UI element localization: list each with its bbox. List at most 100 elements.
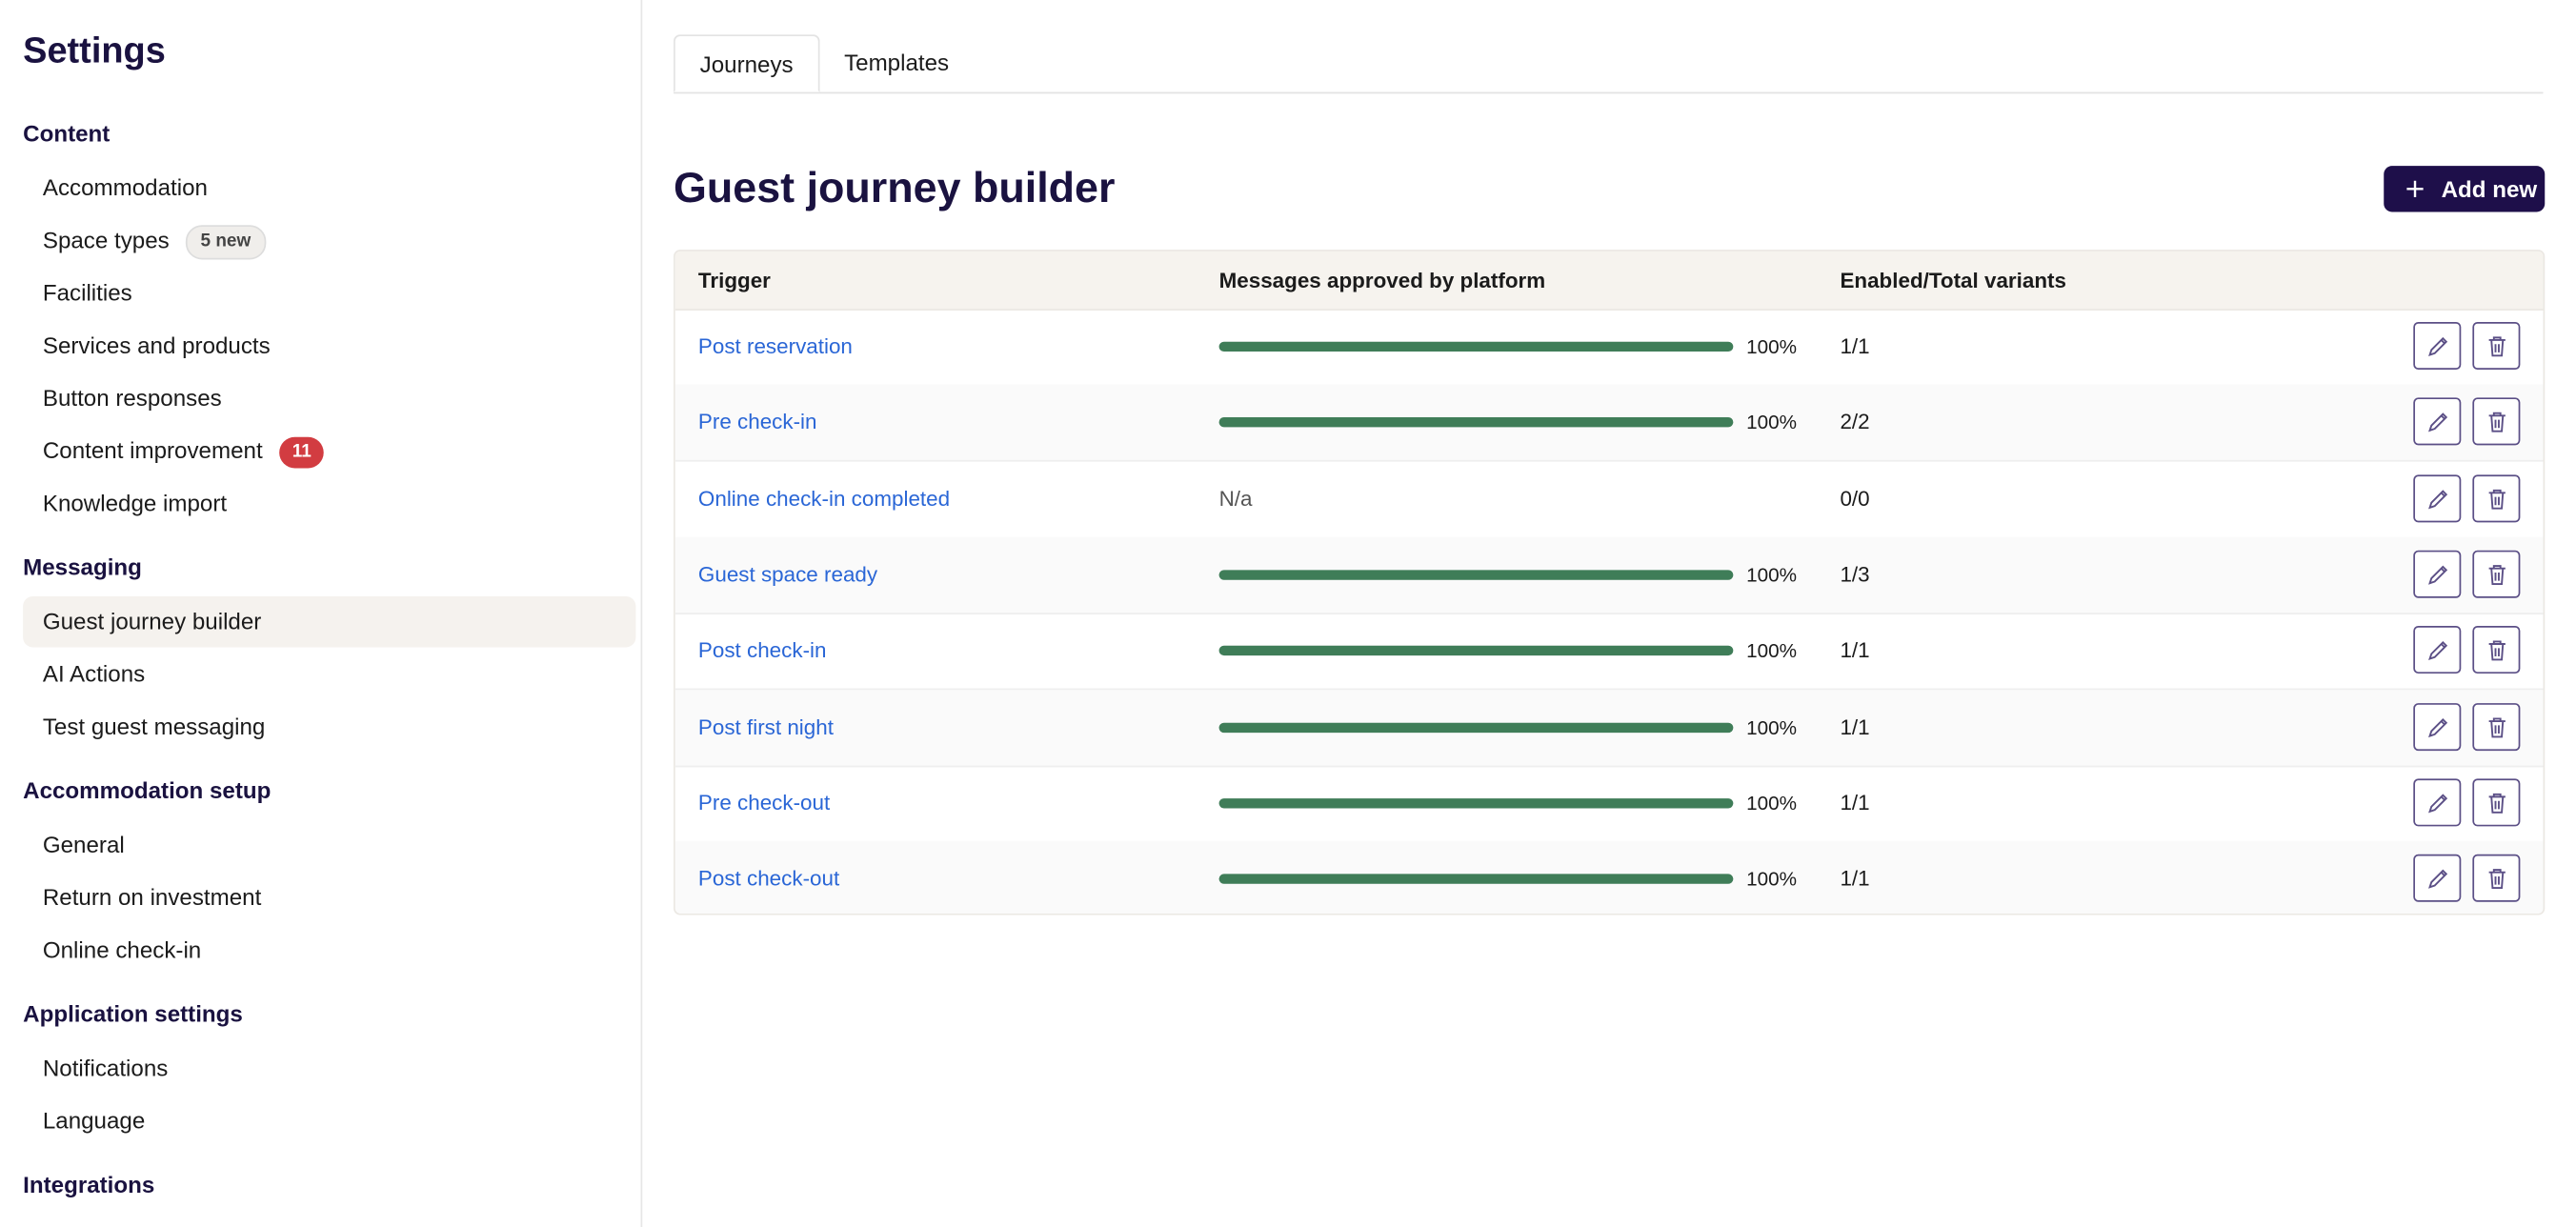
trigger-link[interactable]: Post first night: [697, 714, 834, 739]
nav-item[interactable]: Facilities: [23, 268, 635, 318]
trigger-link[interactable]: Post check-in: [697, 637, 827, 663]
table-row: Online check-in completed N/a 0/0: [674, 461, 2544, 538]
tab[interactable]: Journeys: [674, 34, 820, 92]
progress-track: [1218, 417, 1734, 428]
nav-item[interactable]: Accommodation: [23, 163, 635, 213]
nav-badge: 11: [278, 436, 325, 469]
nav-label: Language: [42, 1107, 146, 1134]
delete-button[interactable]: [2472, 473, 2521, 522]
nav-label: Test guest messaging: [42, 713, 266, 740]
nav-label: Return on investment: [42, 883, 262, 911]
edit-button[interactable]: [2413, 854, 2462, 902]
variants: 1/1: [1840, 333, 1870, 358]
nav-item[interactable]: Button responses: [23, 372, 635, 423]
variants: 1/1: [1840, 637, 1870, 663]
nav-label: Content improvement: [42, 436, 263, 464]
variants: 1/3: [1840, 561, 1870, 587]
percent-label: 100%: [1746, 334, 1798, 358]
edit-button[interactable]: [2413, 702, 2462, 751]
nav-item[interactable]: Online check-in: [23, 925, 635, 976]
table-row: Guest space ready 100% 1/3: [674, 536, 2544, 614]
nav-label: General: [42, 831, 125, 858]
percent-label: 100%: [1746, 563, 1798, 587]
delete-button[interactable]: [2472, 322, 2521, 371]
edit-button[interactable]: [2413, 322, 2462, 371]
nav-item[interactable]: Services and products: [23, 320, 635, 371]
progress-track: [1218, 646, 1734, 656]
edit-button[interactable]: [2413, 778, 2462, 827]
delete-button[interactable]: [2472, 397, 2521, 446]
table-row: Post check-in 100% 1/1: [674, 614, 2544, 691]
trigger-link[interactable]: Online check-in completed: [697, 485, 951, 511]
add-new-button[interactable]: Add new: [2384, 166, 2546, 212]
nav-badge: 5 new: [185, 224, 266, 260]
tab[interactable]: Templates: [844, 49, 950, 76]
nav-item[interactable]: Guest journey builder: [23, 595, 636, 648]
nav-label: Knowledge import: [42, 489, 228, 516]
nav-item[interactable]: Return on investment: [23, 873, 635, 923]
nav-label: Button responses: [42, 384, 222, 412]
progress-track: [1218, 721, 1734, 733]
percent-label: 100%: [1746, 639, 1798, 663]
delete-button[interactable]: [2472, 702, 2521, 751]
percent-label: 100%: [1746, 791, 1798, 815]
table-row: Pre check-out 100% 1/1: [674, 765, 2544, 843]
nav-item[interactable]: General: [23, 820, 635, 871]
trigger-link[interactable]: Pre check-in: [697, 409, 817, 434]
progress-bar: [1218, 874, 1734, 884]
edit-button[interactable]: [2413, 473, 2462, 522]
trigger-link[interactable]: Post check-out: [697, 865, 840, 891]
nav-item[interactable]: AI Actions: [23, 649, 635, 699]
section-heading: Messaging: [23, 553, 142, 580]
progress-track: [1218, 874, 1734, 884]
progress-bar: [1218, 417, 1734, 428]
nav-item[interactable]: Language: [23, 1096, 635, 1146]
edit-button[interactable]: [2413, 550, 2462, 598]
progress-track: [1218, 341, 1734, 352]
trigger-link[interactable]: Guest space ready: [697, 561, 878, 587]
progress-track: [1218, 570, 1734, 580]
progress-track: [1218, 797, 1734, 809]
progress-bar: [1218, 797, 1734, 809]
sidebar-title: Settings: [23, 30, 166, 71]
progress-bar: [1218, 341, 1734, 352]
column-header: Messages approved by platform: [1218, 268, 1546, 292]
delete-button[interactable]: [2472, 550, 2521, 598]
edit-button[interactable]: [2413, 626, 2462, 674]
section-heading: Content: [23, 119, 111, 147]
column-header: Enabled/Total variants: [1840, 268, 2066, 292]
table-row: Post reservation 100% 1/1: [674, 309, 2544, 387]
nav-label: Space types: [42, 226, 170, 253]
delete-button[interactable]: [2472, 854, 2521, 902]
journey-table: Trigger Messages approved by platform Enab…: [674, 250, 2546, 915]
progress-bar: [1218, 646, 1734, 656]
nav-label: Services and products: [42, 332, 271, 358]
delete-button[interactable]: [2472, 778, 2521, 827]
percent-label: 100%: [1746, 867, 1798, 891]
nav-item[interactable]: Notifications: [23, 1043, 635, 1094]
table-header: Trigger Messages approved by platform Enab…: [674, 251, 2544, 311]
nav-item[interactable]: Content improvement 11: [23, 426, 635, 476]
section-heading: Accommodation setup: [23, 776, 272, 804]
nav-item[interactable]: Space types 5 new: [23, 215, 635, 266]
table-row: Post check-out 100% 1/1: [674, 841, 2544, 914]
table-row: Pre check-in 100% 2/2: [674, 385, 2544, 463]
section-heading: Integrations: [23, 1171, 155, 1198]
progress-bar: [1218, 721, 1734, 733]
trigger-link[interactable]: Pre check-out: [697, 790, 831, 815]
page-title: Guest journey builder: [674, 162, 1116, 212]
tab-divider: [674, 91, 2544, 94]
edit-button[interactable]: [2413, 397, 2462, 446]
sidebar: Settings Content Accommodation Space types…: [0, 0, 643, 1227]
variants: 2/2: [1840, 409, 1870, 434]
variants: 0/0: [1840, 485, 1870, 511]
delete-button[interactable]: [2472, 626, 2521, 674]
trigger-link[interactable]: Post reservation: [697, 333, 853, 358]
table-row: Post first night 100% 1/1: [674, 689, 2544, 767]
progress-bar: [1218, 570, 1734, 580]
variants: 1/1: [1840, 865, 1870, 891]
nav-item[interactable]: Test guest messaging: [23, 701, 635, 752]
nav-item[interactable]: Knowledge import: [23, 478, 635, 529]
